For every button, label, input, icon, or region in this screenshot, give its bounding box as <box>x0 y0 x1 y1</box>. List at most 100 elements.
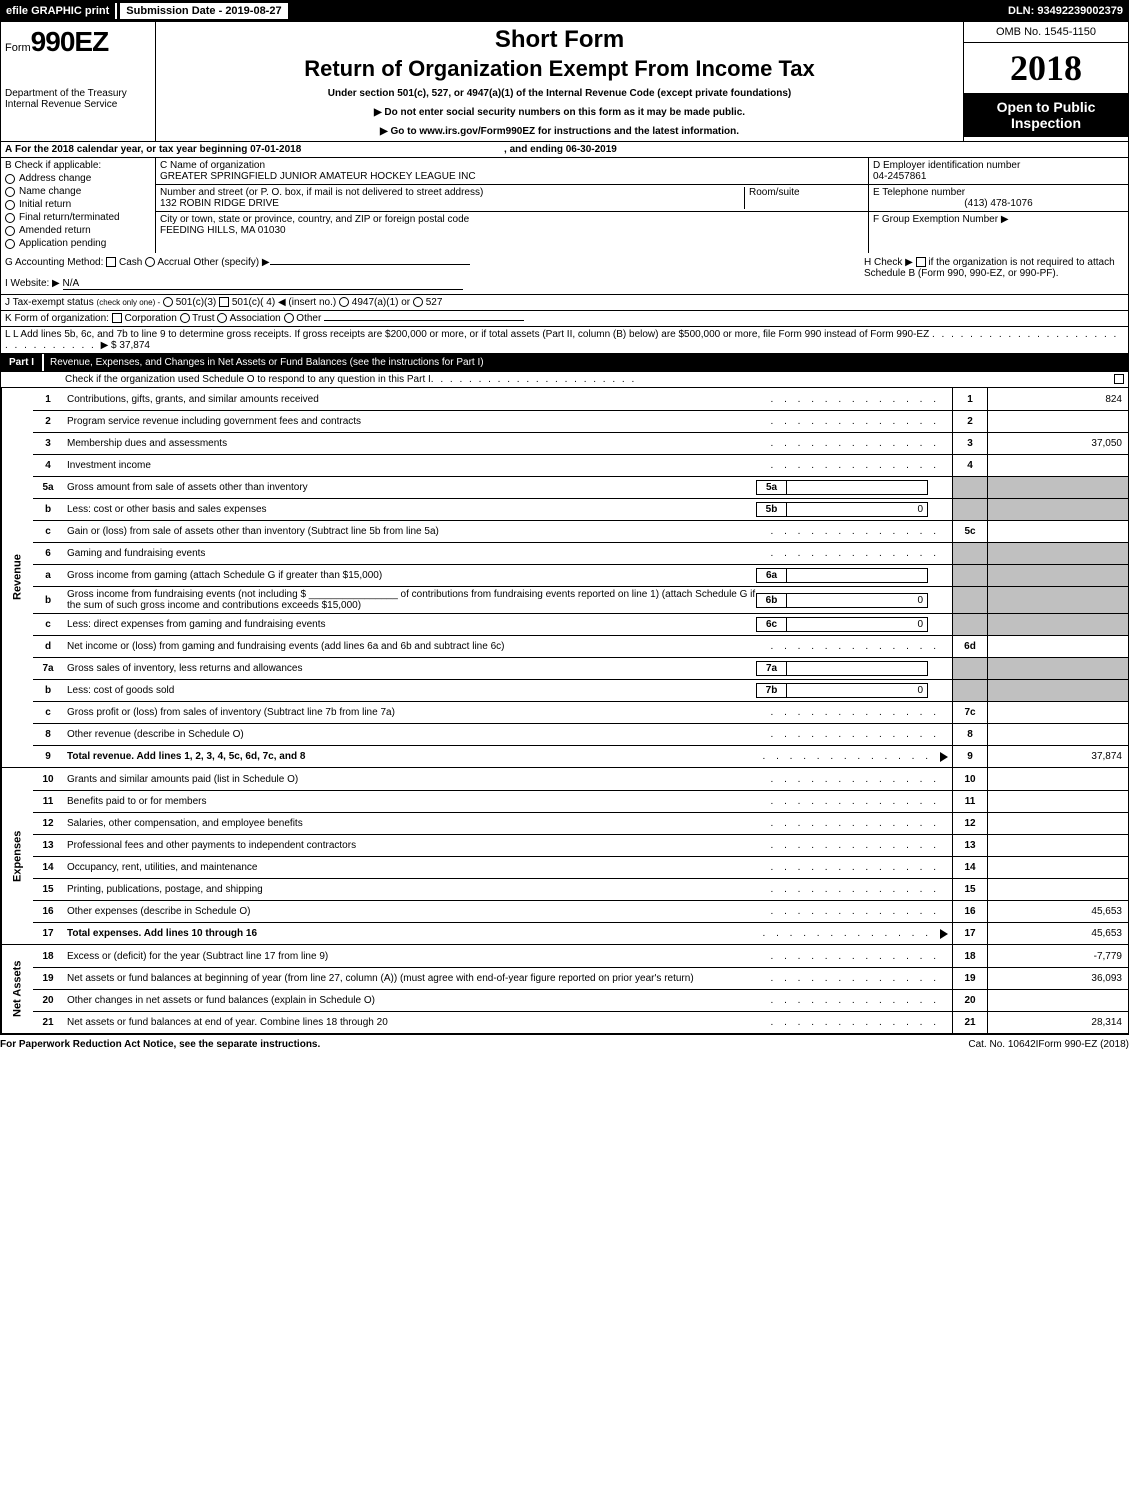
e-label: E Telephone number <box>873 187 1124 198</box>
line-desc: Printing, publications, postage, and shi… <box>63 879 952 900</box>
line-desc: Net assets or fund balances at beginning… <box>63 968 952 989</box>
table-row: 15Printing, publications, postage, and s… <box>33 878 1128 900</box>
amount <box>988 658 1128 679</box>
line-desc: Membership dues and assessments . . . . … <box>63 433 952 454</box>
line-desc: Net assets or fund balances at end of ye… <box>63 1012 952 1033</box>
line-number: 10 <box>33 768 63 790</box>
check-cash[interactable] <box>106 257 116 267</box>
box-number: 19 <box>952 968 988 989</box>
line-number: 14 <box>33 857 63 878</box>
under-section: Under section 501(c), 527, or 4947(a)(1)… <box>160 88 959 99</box>
ein: 04-2457861 <box>873 171 1124 182</box>
other-specify[interactable] <box>270 264 470 265</box>
amount <box>988 477 1128 498</box>
table-row: 21Net assets or fund balances at end of … <box>33 1011 1128 1033</box>
box-number <box>952 543 988 564</box>
line-desc: Other revenue (describe in Schedule O) .… <box>63 724 952 745</box>
box-number: 5c <box>952 521 988 542</box>
check-initial-return[interactable] <box>5 200 15 210</box>
table-row: 16Other expenses (describe in Schedule O… <box>33 900 1128 922</box>
table-row: 1Contributions, gifts, grants, and simil… <box>33 388 1128 410</box>
omb-number: OMB No. 1545-1150 <box>964 22 1128 43</box>
check-final-return[interactable] <box>5 213 15 223</box>
box-number: 1 <box>952 388 988 410</box>
i-label: I Website: ▶ <box>5 278 60 289</box>
check-schedule-b[interactable] <box>916 257 926 267</box>
main-table: Revenue 1Contributions, gifts, grants, a… <box>0 388 1129 1034</box>
d-label: D Employer identification number <box>873 160 1124 171</box>
box-number: 20 <box>952 990 988 1011</box>
check-amended[interactable] <box>5 226 15 236</box>
footer: For Paperwork Reduction Act Notice, see … <box>0 1034 1129 1054</box>
box-number: 4 <box>952 455 988 476</box>
box-number <box>952 565 988 586</box>
form-id-block: Form990EZ Department of the Treasury Int… <box>1 22 156 141</box>
footer-right: Form 990-EZ (2018) <box>1038 1039 1129 1050</box>
line-number: d <box>33 636 63 657</box>
box-number: 13 <box>952 835 988 856</box>
open-public: Open to Public Inspection <box>964 93 1128 137</box>
line-number: 21 <box>33 1012 63 1033</box>
line-j: J Tax-exempt status (check only one) - 5… <box>0 295 1129 311</box>
amount: 37,050 <box>988 433 1128 454</box>
amount <box>988 724 1128 745</box>
form-label: Form <box>5 42 31 54</box>
table-row: 5aGross amount from sale of assets other… <box>33 476 1128 498</box>
g-label: G Accounting Method: <box>5 257 103 268</box>
table-row: bGross income from fundraising events (n… <box>33 586 1128 613</box>
table-row: bLess: cost or other basis and sales exp… <box>33 498 1128 520</box>
line-number: 17 <box>33 923 63 944</box>
box-number: 12 <box>952 813 988 834</box>
check-schedule-o[interactable] <box>1114 374 1124 384</box>
box-number: 2 <box>952 411 988 432</box>
box-number: 16 <box>952 901 988 922</box>
box-number: 14 <box>952 857 988 878</box>
amount: -7,779 <box>988 945 1128 967</box>
line-number: 5a <box>33 477 63 498</box>
line-number: 16 <box>33 901 63 922</box>
header-row: Form990EZ Department of the Treasury Int… <box>0 22 1129 142</box>
table-row: cLess: direct expenses from gaming and f… <box>33 613 1128 635</box>
table-row: 8Other revenue (describe in Schedule O) … <box>33 723 1128 745</box>
box-number: 11 <box>952 791 988 812</box>
amount <box>988 614 1128 635</box>
header-right: OMB No. 1545-1150 2018 Open to Public In… <box>963 22 1128 141</box>
box-number: 17 <box>952 923 988 944</box>
check-address-change[interactable] <box>5 174 15 184</box>
box-number: 6d <box>952 636 988 657</box>
line-number: b <box>33 587 63 613</box>
line-number: 15 <box>33 879 63 900</box>
box-number <box>952 614 988 635</box>
check-name-change[interactable] <box>5 187 15 197</box>
tax-year: 2018 <box>964 43 1128 93</box>
table-row: 17Total expenses. Add lines 10 through 1… <box>33 922 1128 944</box>
box-number <box>952 680 988 701</box>
line-desc: Less: cost or other basis and sales expe… <box>63 499 952 520</box>
efile-label: efile GRAPHIC print <box>0 3 117 19</box>
line-number: 2 <box>33 411 63 432</box>
line-desc: Net income or (loss) from gaming and fun… <box>63 636 952 657</box>
line-desc: Gaming and fundraising events . . . . . … <box>63 543 952 564</box>
amount: 45,653 <box>988 901 1128 922</box>
line-number: 12 <box>33 813 63 834</box>
line-desc: Professional fees and other payments to … <box>63 835 952 856</box>
check-accrual[interactable] <box>145 257 155 267</box>
line-desc: Investment income . . . . . . . . . . . … <box>63 455 952 476</box>
org-name: GREATER SPRINGFIELD JUNIOR AMATEUR HOCKE… <box>160 171 864 182</box>
footer-mid: Cat. No. 10642I <box>968 1039 1038 1050</box>
box-number <box>952 587 988 613</box>
amount <box>988 499 1128 520</box>
line-number: 11 <box>33 791 63 812</box>
room-suite: Room/suite <box>744 187 864 209</box>
amount: 45,653 <box>988 923 1128 944</box>
line-desc: Total revenue. Add lines 1, 2, 3, 4, 5c,… <box>63 746 952 767</box>
amount <box>988 879 1128 900</box>
col-b: B Check if applicable: Address change Na… <box>1 158 156 253</box>
check-pending[interactable] <box>5 239 15 249</box>
line-l: L L Add lines 5b, 6c, and 7b to line 9 t… <box>0 327 1129 354</box>
amount: 28,314 <box>988 1012 1128 1033</box>
line-number: c <box>33 521 63 542</box>
amount <box>988 768 1128 790</box>
amount: 824 <box>988 388 1128 410</box>
amount <box>988 455 1128 476</box>
